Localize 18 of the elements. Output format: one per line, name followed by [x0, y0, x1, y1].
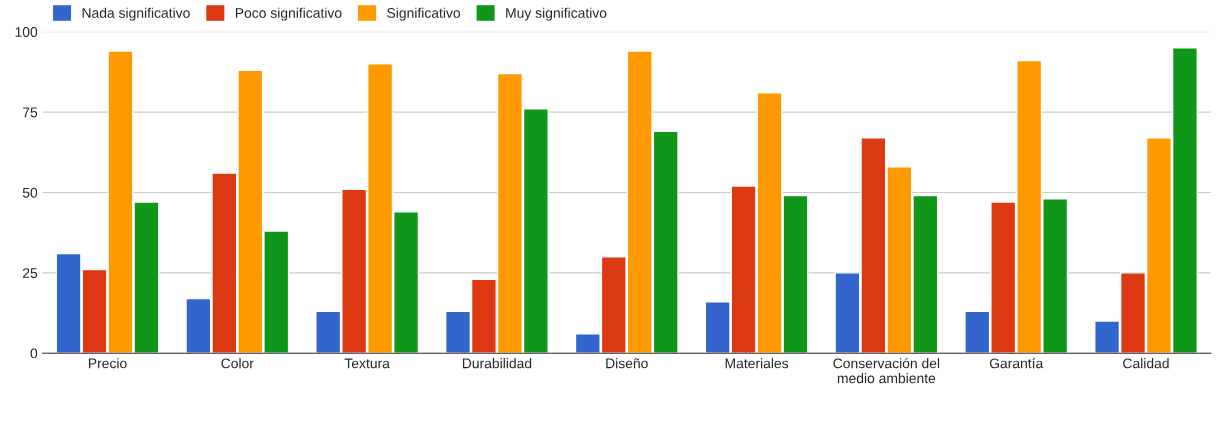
legend-label: Muy significativo — [506, 7, 607, 21]
y-tick-label: 100 — [15, 27, 38, 37]
y-tick-label: 0 — [30, 348, 38, 359]
x-tick-label: Materiales — [725, 358, 789, 369]
legend-label: Nada significativo — [82, 7, 190, 21]
x-tick-label: Durabilidad — [462, 358, 532, 369]
legend-label: Poco significativo — [235, 7, 342, 21]
x-tick-label: Conservación del medio ambiente — [833, 357, 940, 384]
x-tick-label: Color — [221, 358, 254, 369]
x-tick-label: Diseño — [606, 358, 648, 369]
legend-label: Significativo — [387, 7, 461, 21]
y-tick-label: 25 — [22, 268, 38, 278]
y-tick-label: 50 — [22, 187, 38, 198]
x-tick-label: Textura — [344, 358, 390, 369]
x-tick-label: Precio — [88, 358, 127, 369]
x-tick-label: Calidad — [1123, 358, 1169, 369]
y-tick-label: 75 — [23, 107, 38, 118]
x-tick-label: Garantía — [989, 357, 1044, 369]
